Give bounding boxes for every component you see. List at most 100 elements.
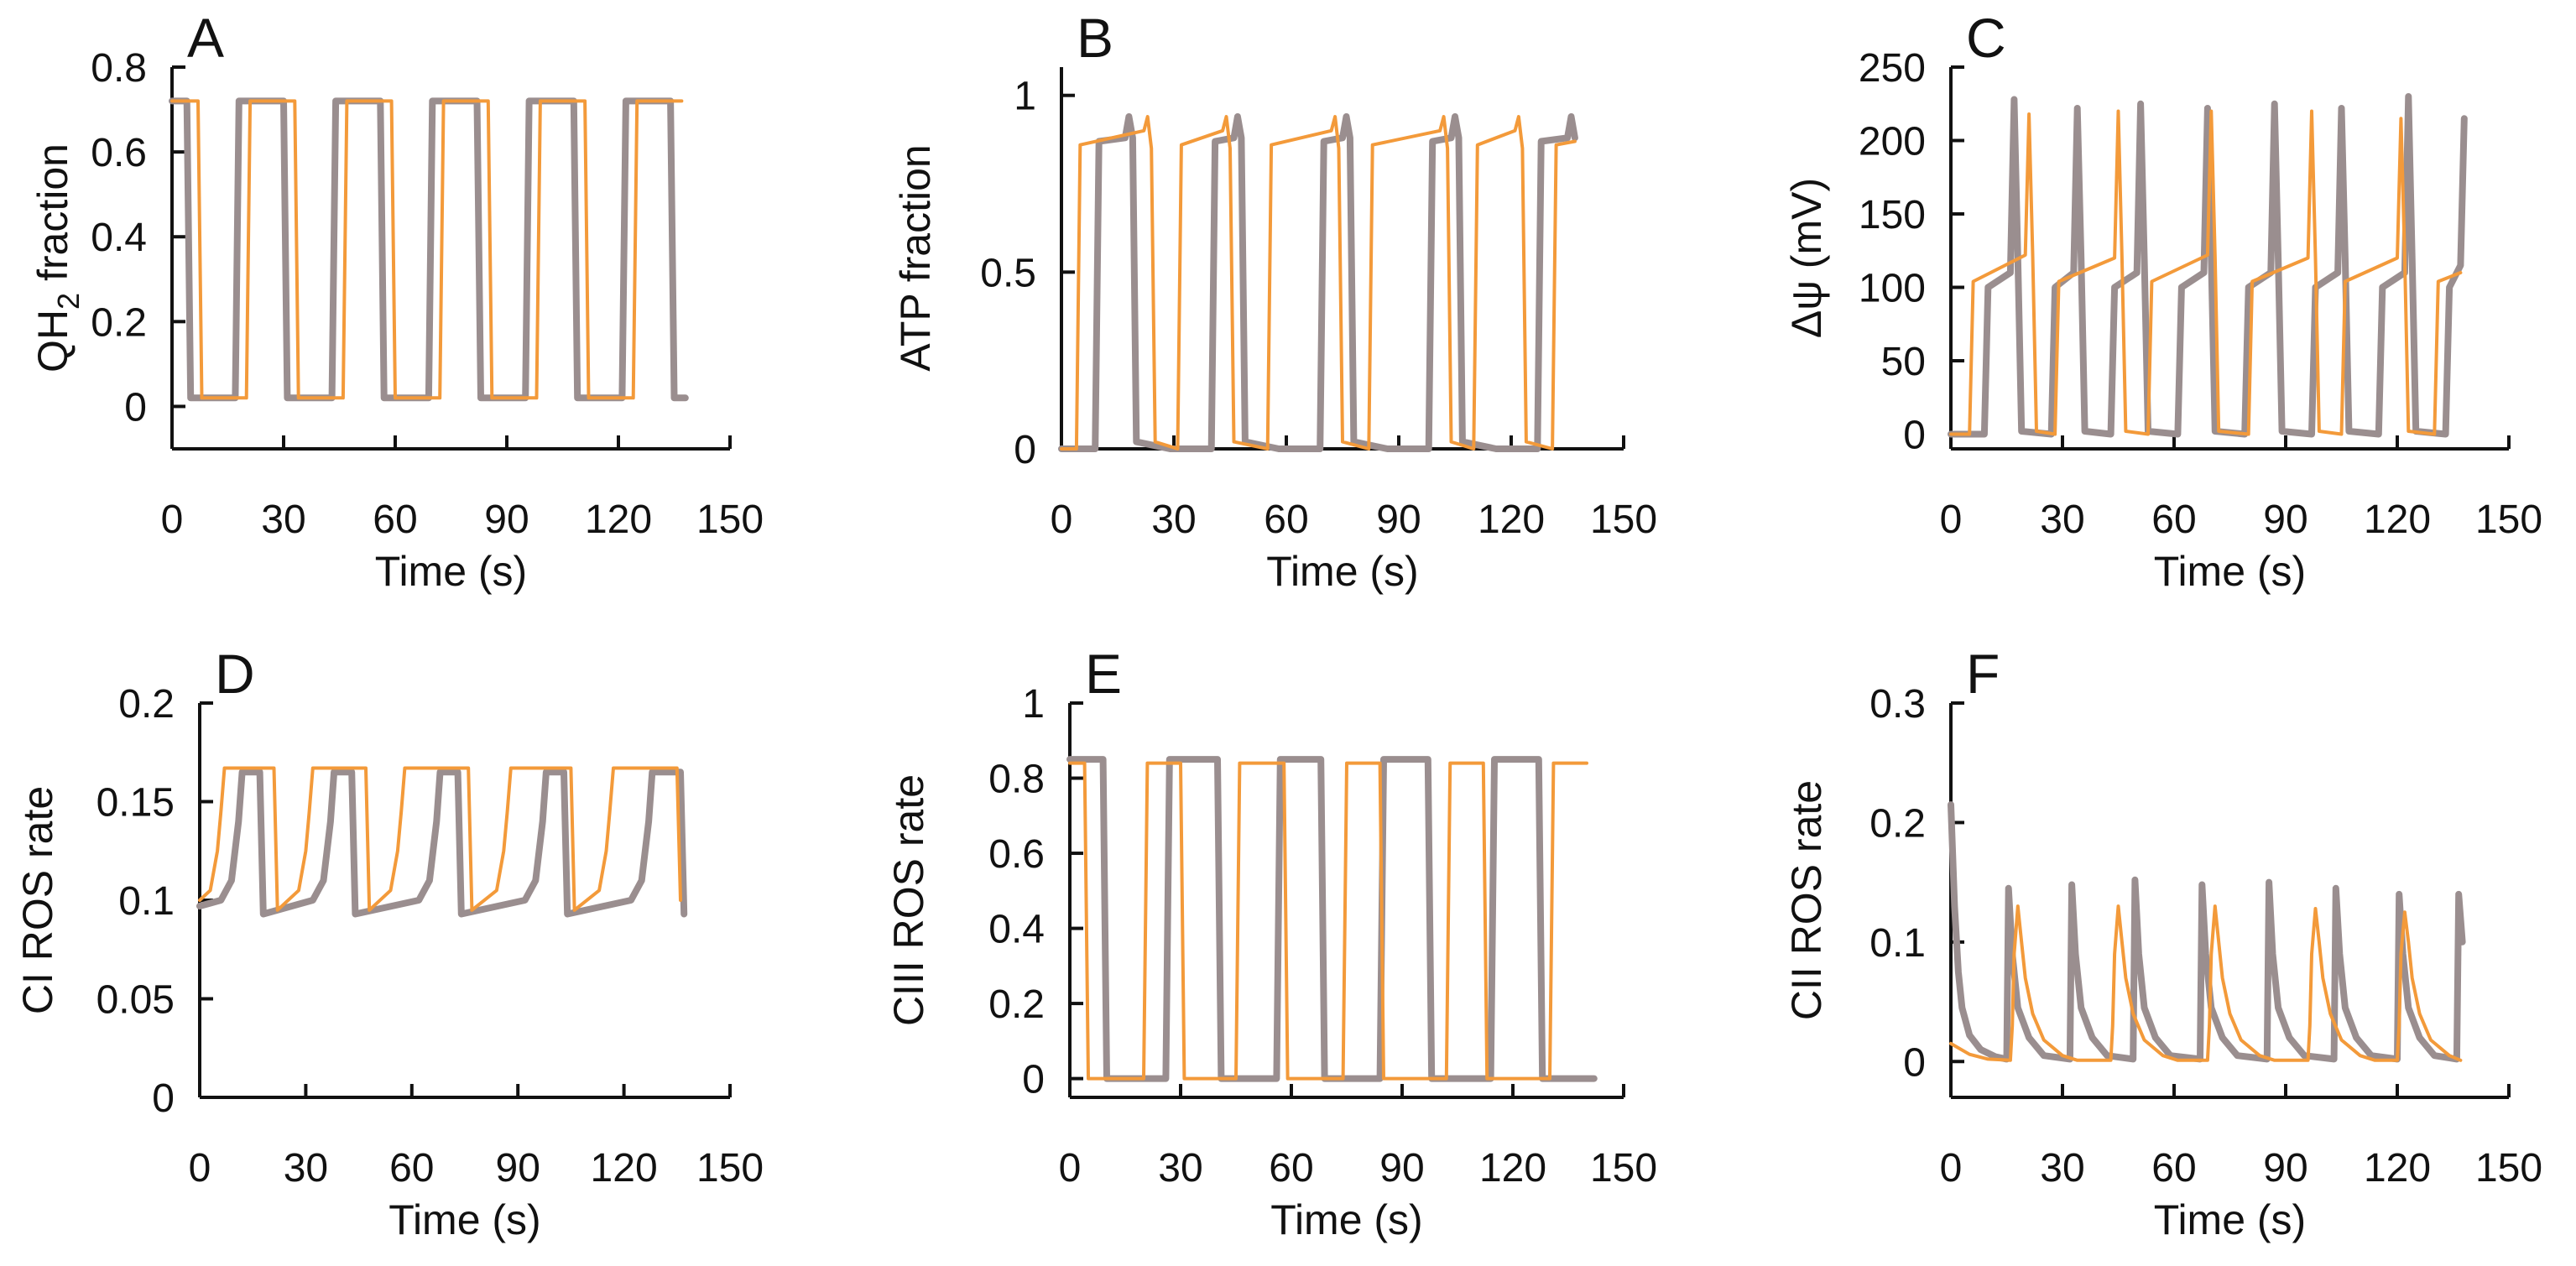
x-tick-label-0: 0 [1940,498,1963,542]
x-tick-label-90: 90 [1376,498,1421,542]
series-line-gray [1948,801,2466,1063]
panel-letter-b: B [1077,7,1113,69]
x-tick-label-60: 60 [389,1146,434,1190]
x-tick-label-120: 120 [585,498,652,542]
panel-letter-backdrop [1073,12,1117,64]
y-tick-label-0-2: 0.2 [1869,801,1926,846]
y-tick-label-150: 150 [1859,193,1926,237]
y-tick-label-1: 1 [1022,682,1045,727]
x-tick-label-30: 30 [261,498,305,542]
y-tick-label-0-15: 0.15 [96,781,175,826]
x-tick-label-120: 120 [2364,498,2431,542]
x-tick-label-150: 150 [696,1146,764,1190]
x-tick-label-90: 90 [2263,1146,2307,1190]
panel-a: 0 30 60 90 120 150 0 0.2 0.4 0.6 0.8 Time (s) QH2 fr… [29,7,764,595]
panel-letter-f: F [1966,643,2000,705]
panel-f: 0 30 60 90 120 150 0 0.1 0.2 0.3 Time (s) CII ROS r… [1783,643,2542,1243]
x-tick-label-0: 0 [1940,1146,1963,1190]
y-tick-label-1: 1 [1014,75,1036,119]
x-tick-label-60: 60 [373,498,417,542]
x-tick-label-0: 0 [1059,1146,1082,1190]
series-line-orange [1949,904,2463,1062]
y-axis-label-rest: fraction [29,143,76,293]
y-axis-label-subscript: 2 [51,293,86,310]
y-tick-label-0-4: 0.4 [988,908,1045,952]
series-line-gray [1066,756,1598,1082]
panel-letter-backdrop [1082,648,1125,700]
panel-letter-backdrop [184,12,227,64]
y-tick-label-0-6: 0.6 [988,832,1045,877]
series-line-gray [169,97,689,402]
y-axis-label: Δψ (mV) [1783,178,1830,338]
panel-letter-c: C [1966,7,2006,69]
y-tick-label-0: 0 [1903,414,1926,458]
y-tick-label-0-8: 0.8 [91,46,147,91]
x-tick-label-90: 90 [496,1146,540,1190]
panel-letter-backdrop [1963,648,2006,700]
y-tick-label-100: 100 [1859,267,1926,311]
series-line-gray [1948,93,2468,438]
y-tick-label-0-4: 0.4 [91,216,147,260]
x-tick-label-90: 90 [1379,1146,1424,1190]
x-axis-label: Time (s) [1266,548,1418,595]
y-tick-label-0-8: 0.8 [988,758,1045,802]
y-tick-label-0-3: 0.3 [1869,682,1926,727]
y-tick-label-0-2: 0.2 [118,682,175,727]
panel-letter-backdrop [211,648,255,700]
y-axis-label: ATP fraction [892,144,939,371]
x-tick-label-150: 150 [2475,1146,2542,1190]
series-line-orange [1060,115,1577,451]
series-line-orange [170,99,684,400]
x-axis-label: Time (s) [2154,1196,2306,1243]
panel-d: 0 30 60 90 120 150 0 0.05 0.1 0.15 0.2 Time (s) CI R… [14,643,764,1243]
y-tick-label-0-5: 0.5 [980,251,1036,295]
y-tick-label-0-1: 0.1 [1869,921,1926,966]
y-tick-label-0-05: 0.05 [96,978,175,1023]
panel-b: 0 30 60 90 120 150 0 0.5 1 Time (s) ATP fraction B [892,7,1657,595]
y-tick-label-0: 0 [1014,428,1036,472]
x-tick-label-60: 60 [1264,498,1308,542]
panel-letter-backdrop [1963,12,2006,64]
panel-letter-a: A [187,7,224,69]
x-tick-label-90: 90 [484,498,529,542]
panel-c: 0 30 60 90 120 150 0 50 100 150 200 250 Time (s) Δψ (… [1783,7,2542,595]
y-tick-label-0-2: 0.2 [988,982,1045,1027]
panel-letter-d: D [215,643,255,705]
y-tick-label-0: 0 [1022,1058,1045,1102]
x-tick-label-30: 30 [2040,498,2084,542]
x-tick-label-150: 150 [696,498,764,542]
x-tick-label-30: 30 [284,1146,328,1190]
x-tick-label-30: 30 [1151,498,1196,542]
x-tick-label-60: 60 [1269,1146,1313,1190]
x-tick-label-150: 150 [1590,498,1657,542]
x-tick-label-90: 90 [2263,498,2307,542]
x-tick-label-30: 30 [1158,1146,1202,1190]
series-line-gray [1058,113,1578,452]
y-tick-label-250: 250 [1859,46,1926,91]
y-axis-label: CIII ROS rate [885,774,932,1026]
y-tick-label-50: 50 [1881,340,1926,384]
x-tick-label-120: 120 [591,1146,658,1190]
series-line-gray [196,768,688,918]
y-axis-label: QH2 fraction [29,143,86,373]
y-axis-label-main: QH [29,310,76,373]
y-axis-label: CII ROS rate [1783,780,1830,1020]
x-tick-label-60: 60 [2151,498,2196,542]
x-tick-label-120: 120 [1479,1146,1546,1190]
x-tick-label-150: 150 [2475,498,2542,542]
y-tick-label-0-6: 0.6 [91,131,147,175]
x-tick-label-0: 0 [1051,498,1073,542]
x-axis-label: Time (s) [1270,1196,1422,1243]
y-tick-label-200: 200 [1859,120,1926,164]
panel-e: 0 30 60 90 120 150 0 0.2 0.4 0.6 0.8 1 Time (s) CIII … [885,643,1657,1243]
x-tick-label-0: 0 [189,1146,211,1190]
panel-letter-e: E [1085,643,1122,705]
x-tick-label-120: 120 [1478,498,1545,542]
x-tick-label-30: 30 [2040,1146,2084,1190]
x-tick-label-60: 60 [2151,1146,2196,1190]
series-line-orange [198,766,682,912]
y-tick-label-0: 0 [1903,1040,1926,1085]
series-line-orange [1949,109,2463,436]
series-line-orange [1068,761,1588,1081]
